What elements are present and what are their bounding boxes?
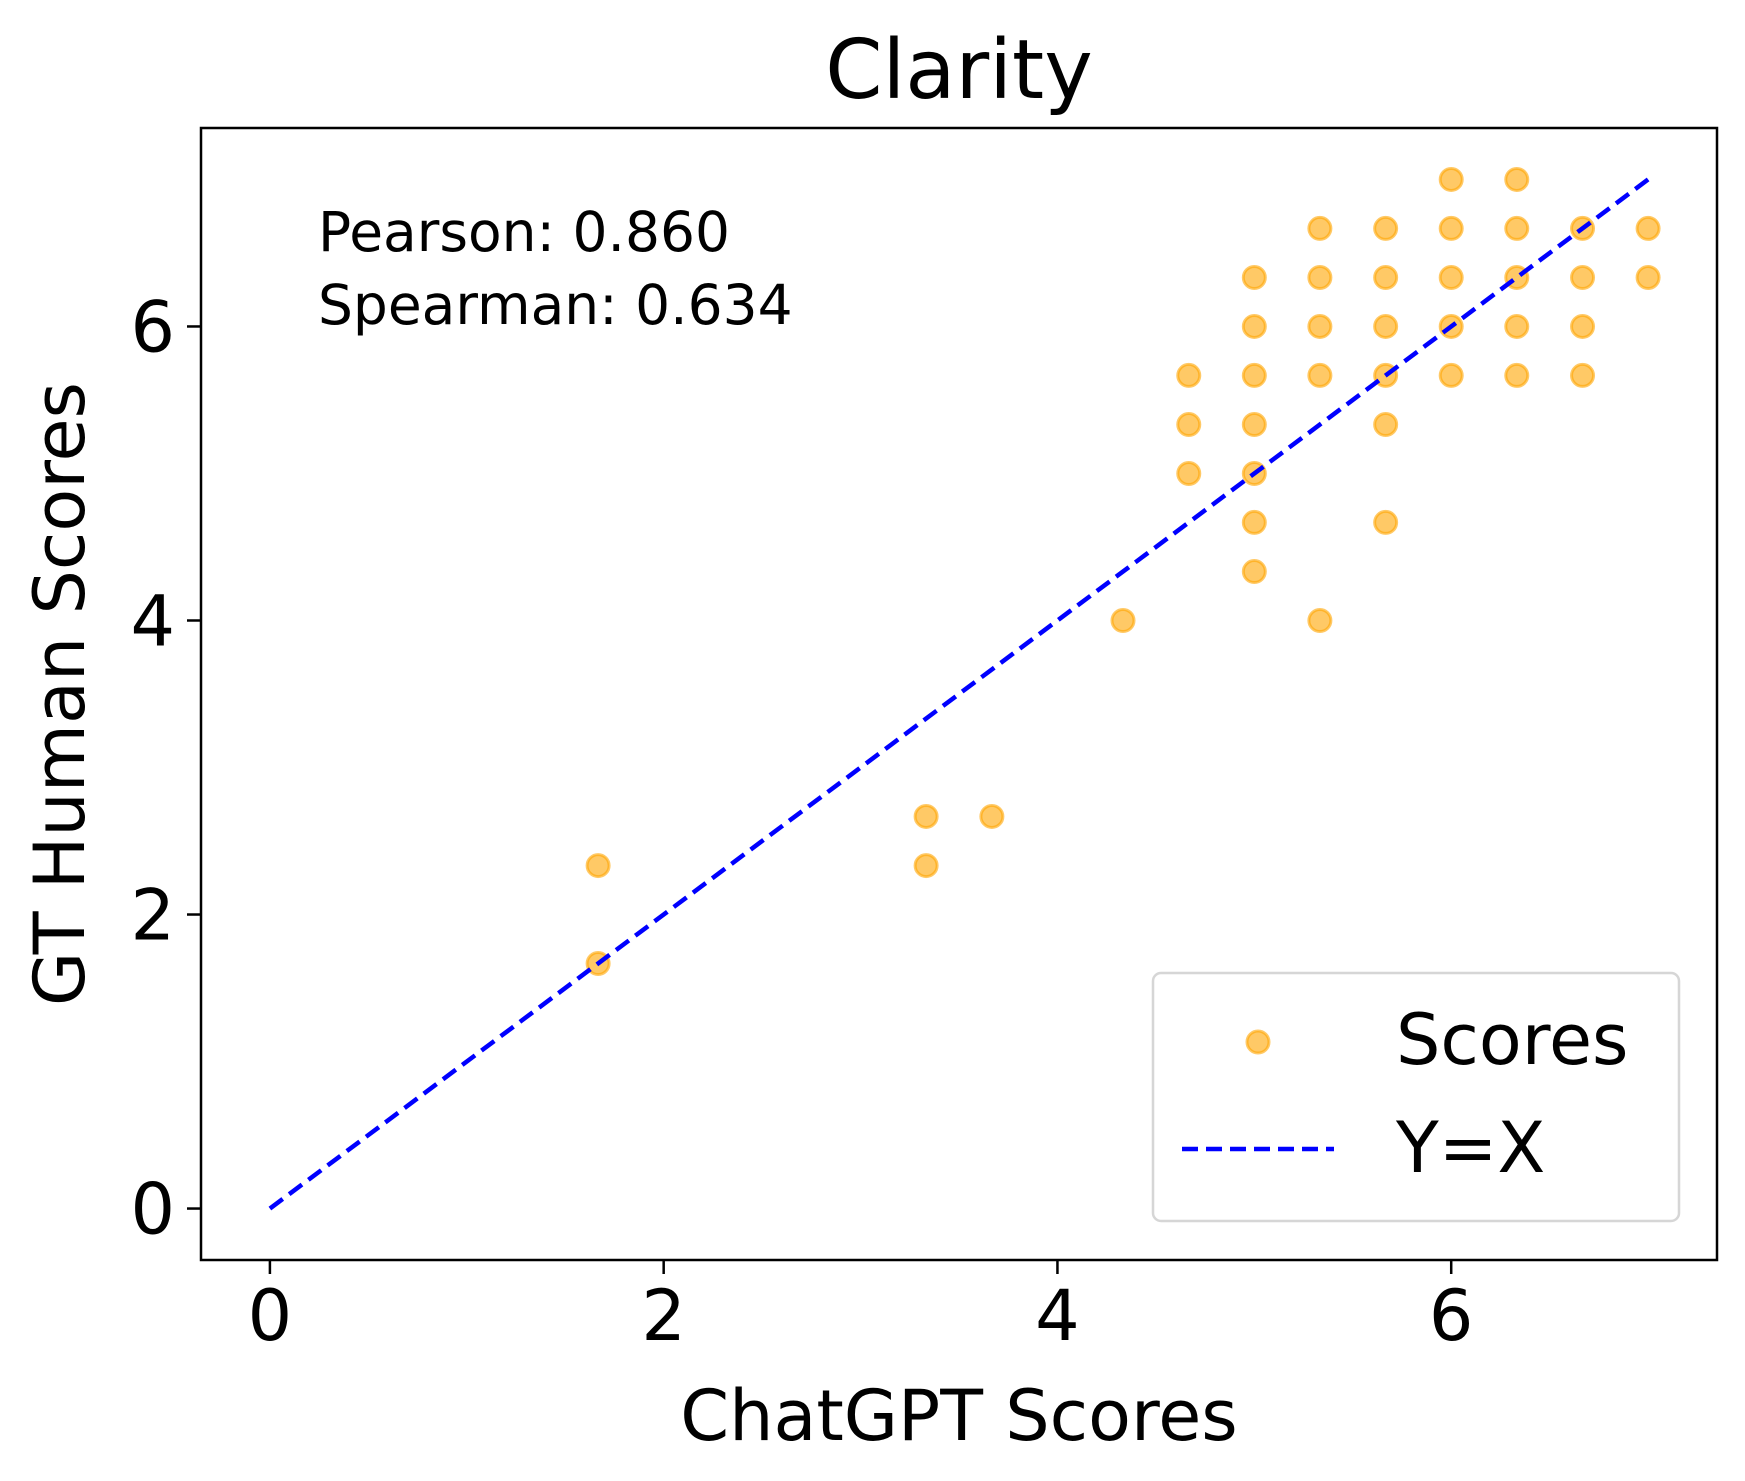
chart-title: Clarity bbox=[825, 23, 1092, 118]
data-point bbox=[1110, 607, 1136, 633]
y-axis-label: GT Human Scores bbox=[19, 382, 101, 1006]
data-point bbox=[1438, 265, 1464, 291]
x-tick-label: 0 bbox=[248, 1275, 293, 1357]
data-point bbox=[1241, 362, 1267, 388]
data-point bbox=[1438, 362, 1464, 388]
data-point bbox=[1176, 362, 1202, 388]
data-point bbox=[1570, 362, 1596, 388]
data-point bbox=[1307, 362, 1333, 388]
x-axis: 0 2 4 6 bbox=[248, 1260, 1474, 1357]
data-point bbox=[1635, 215, 1661, 241]
data-point bbox=[913, 803, 939, 829]
data-point bbox=[1438, 215, 1464, 241]
data-point bbox=[1307, 215, 1333, 241]
x-tick-label: 6 bbox=[1429, 1275, 1474, 1357]
data-point bbox=[1373, 265, 1399, 291]
data-point bbox=[913, 853, 939, 879]
y-tick-label: 0 bbox=[130, 1169, 175, 1251]
pearson-annotation: Pearson: 0.860 bbox=[318, 200, 730, 264]
legend: Scores Y=X bbox=[1151, 971, 1681, 1223]
data-point bbox=[1241, 559, 1267, 585]
legend-yx-label: Y=X bbox=[1395, 1107, 1545, 1189]
data-point bbox=[1635, 265, 1661, 291]
data-point bbox=[1373, 412, 1399, 438]
data-point bbox=[1373, 509, 1399, 535]
y-tick-label: 2 bbox=[130, 875, 175, 957]
data-point bbox=[585, 853, 611, 879]
data-point bbox=[1504, 215, 1530, 241]
data-point bbox=[1570, 265, 1596, 291]
y-tick-label: 4 bbox=[130, 580, 175, 662]
y-axis: 0 2 4 6 bbox=[130, 286, 201, 1251]
data-point bbox=[979, 803, 1005, 829]
data-point bbox=[1504, 313, 1530, 339]
legend-scores-label: Scores bbox=[1396, 999, 1629, 1081]
data-point bbox=[1176, 460, 1202, 486]
data-point bbox=[1307, 313, 1333, 339]
data-point bbox=[1438, 166, 1464, 192]
data-point bbox=[1176, 412, 1202, 438]
plot-frame bbox=[199, 126, 1719, 1262]
x-tick-label: 4 bbox=[1035, 1275, 1080, 1357]
data-point bbox=[1241, 509, 1267, 535]
data-point bbox=[1570, 313, 1596, 339]
data-point bbox=[1504, 166, 1530, 192]
x-tick-label: 2 bbox=[641, 1275, 686, 1357]
data-point bbox=[1373, 313, 1399, 339]
data-point bbox=[1504, 362, 1530, 388]
legend-box bbox=[1151, 971, 1681, 1223]
x-axis-label: ChatGPT Scores bbox=[680, 1375, 1238, 1457]
data-point bbox=[1373, 215, 1399, 241]
data-point bbox=[1241, 412, 1267, 438]
plot-area bbox=[268, 166, 1661, 1211]
data-point bbox=[1241, 313, 1267, 339]
data-point bbox=[1307, 607, 1333, 633]
legend-scores-marker bbox=[1245, 1029, 1271, 1055]
spearman-annotation: Spearman: 0.634 bbox=[318, 273, 793, 337]
y-tick-label: 6 bbox=[130, 286, 175, 368]
data-point bbox=[1307, 265, 1333, 291]
data-point bbox=[1241, 265, 1267, 291]
